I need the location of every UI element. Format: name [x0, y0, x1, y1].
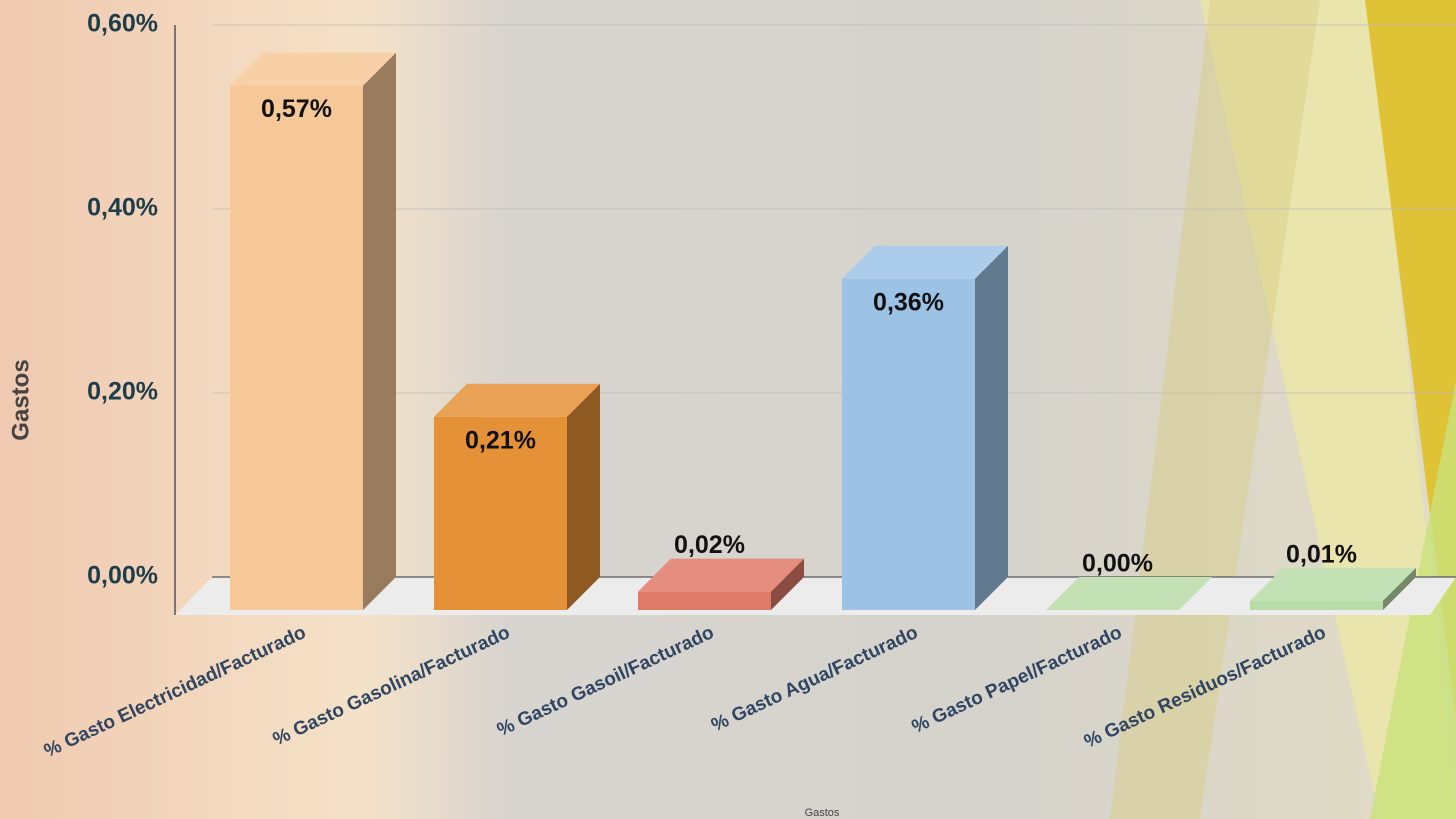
y-tick-label: 0,40%: [87, 194, 158, 222]
y-tick-label: 0,60%: [87, 10, 158, 38]
bar-front: [1250, 601, 1383, 610]
x-axis-label: Gastos: [805, 807, 840, 819]
value-label: 0,00%: [1082, 550, 1153, 578]
bar-front: [230, 86, 363, 610]
background: [0, 0, 1456, 819]
y-tick-label: 0,00%: [87, 562, 158, 590]
bar: [230, 53, 396, 610]
bar-front: [842, 279, 975, 610]
value-label: 0,21%: [465, 426, 536, 454]
bar: [434, 384, 600, 610]
y-axis-label: Gastos: [7, 359, 34, 440]
bar-front: [638, 592, 771, 610]
value-label: 0,57%: [261, 95, 332, 123]
chart: Gastos Gastos 0,00%0,20%0,40%0,60%0,57%%…: [0, 0, 1456, 819]
value-label: 0,02%: [674, 531, 745, 559]
bar-side: [567, 384, 600, 610]
value-label: 0,01%: [1286, 540, 1357, 568]
value-label: 0,36%: [873, 288, 944, 316]
bar-side: [975, 246, 1008, 610]
bar-side: [363, 53, 396, 610]
y-tick-label: 0,20%: [87, 378, 158, 406]
